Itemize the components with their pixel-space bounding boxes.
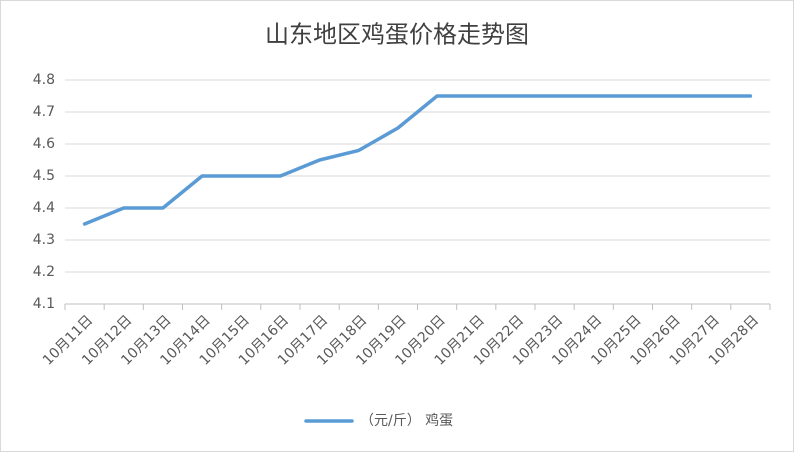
y-tick-label: 4.6 bbox=[33, 136, 55, 152]
data-line bbox=[82, 94, 753, 226]
y-tick-label: 4.7 bbox=[33, 104, 55, 120]
y-tick-label: 4.5 bbox=[33, 168, 55, 184]
y-tick-label: 4.1 bbox=[33, 296, 55, 312]
y-tick-label: 4.3 bbox=[33, 232, 55, 248]
y-tick-label: 4.2 bbox=[33, 264, 55, 280]
y-tick-label: 4.8 bbox=[33, 72, 55, 88]
y-tick-label: 4.4 bbox=[33, 200, 55, 216]
chart-title: 山东地区鸡蛋价格走势图 bbox=[265, 21, 529, 49]
legend-label: （元/斤） 鸡蛋 bbox=[360, 412, 453, 429]
